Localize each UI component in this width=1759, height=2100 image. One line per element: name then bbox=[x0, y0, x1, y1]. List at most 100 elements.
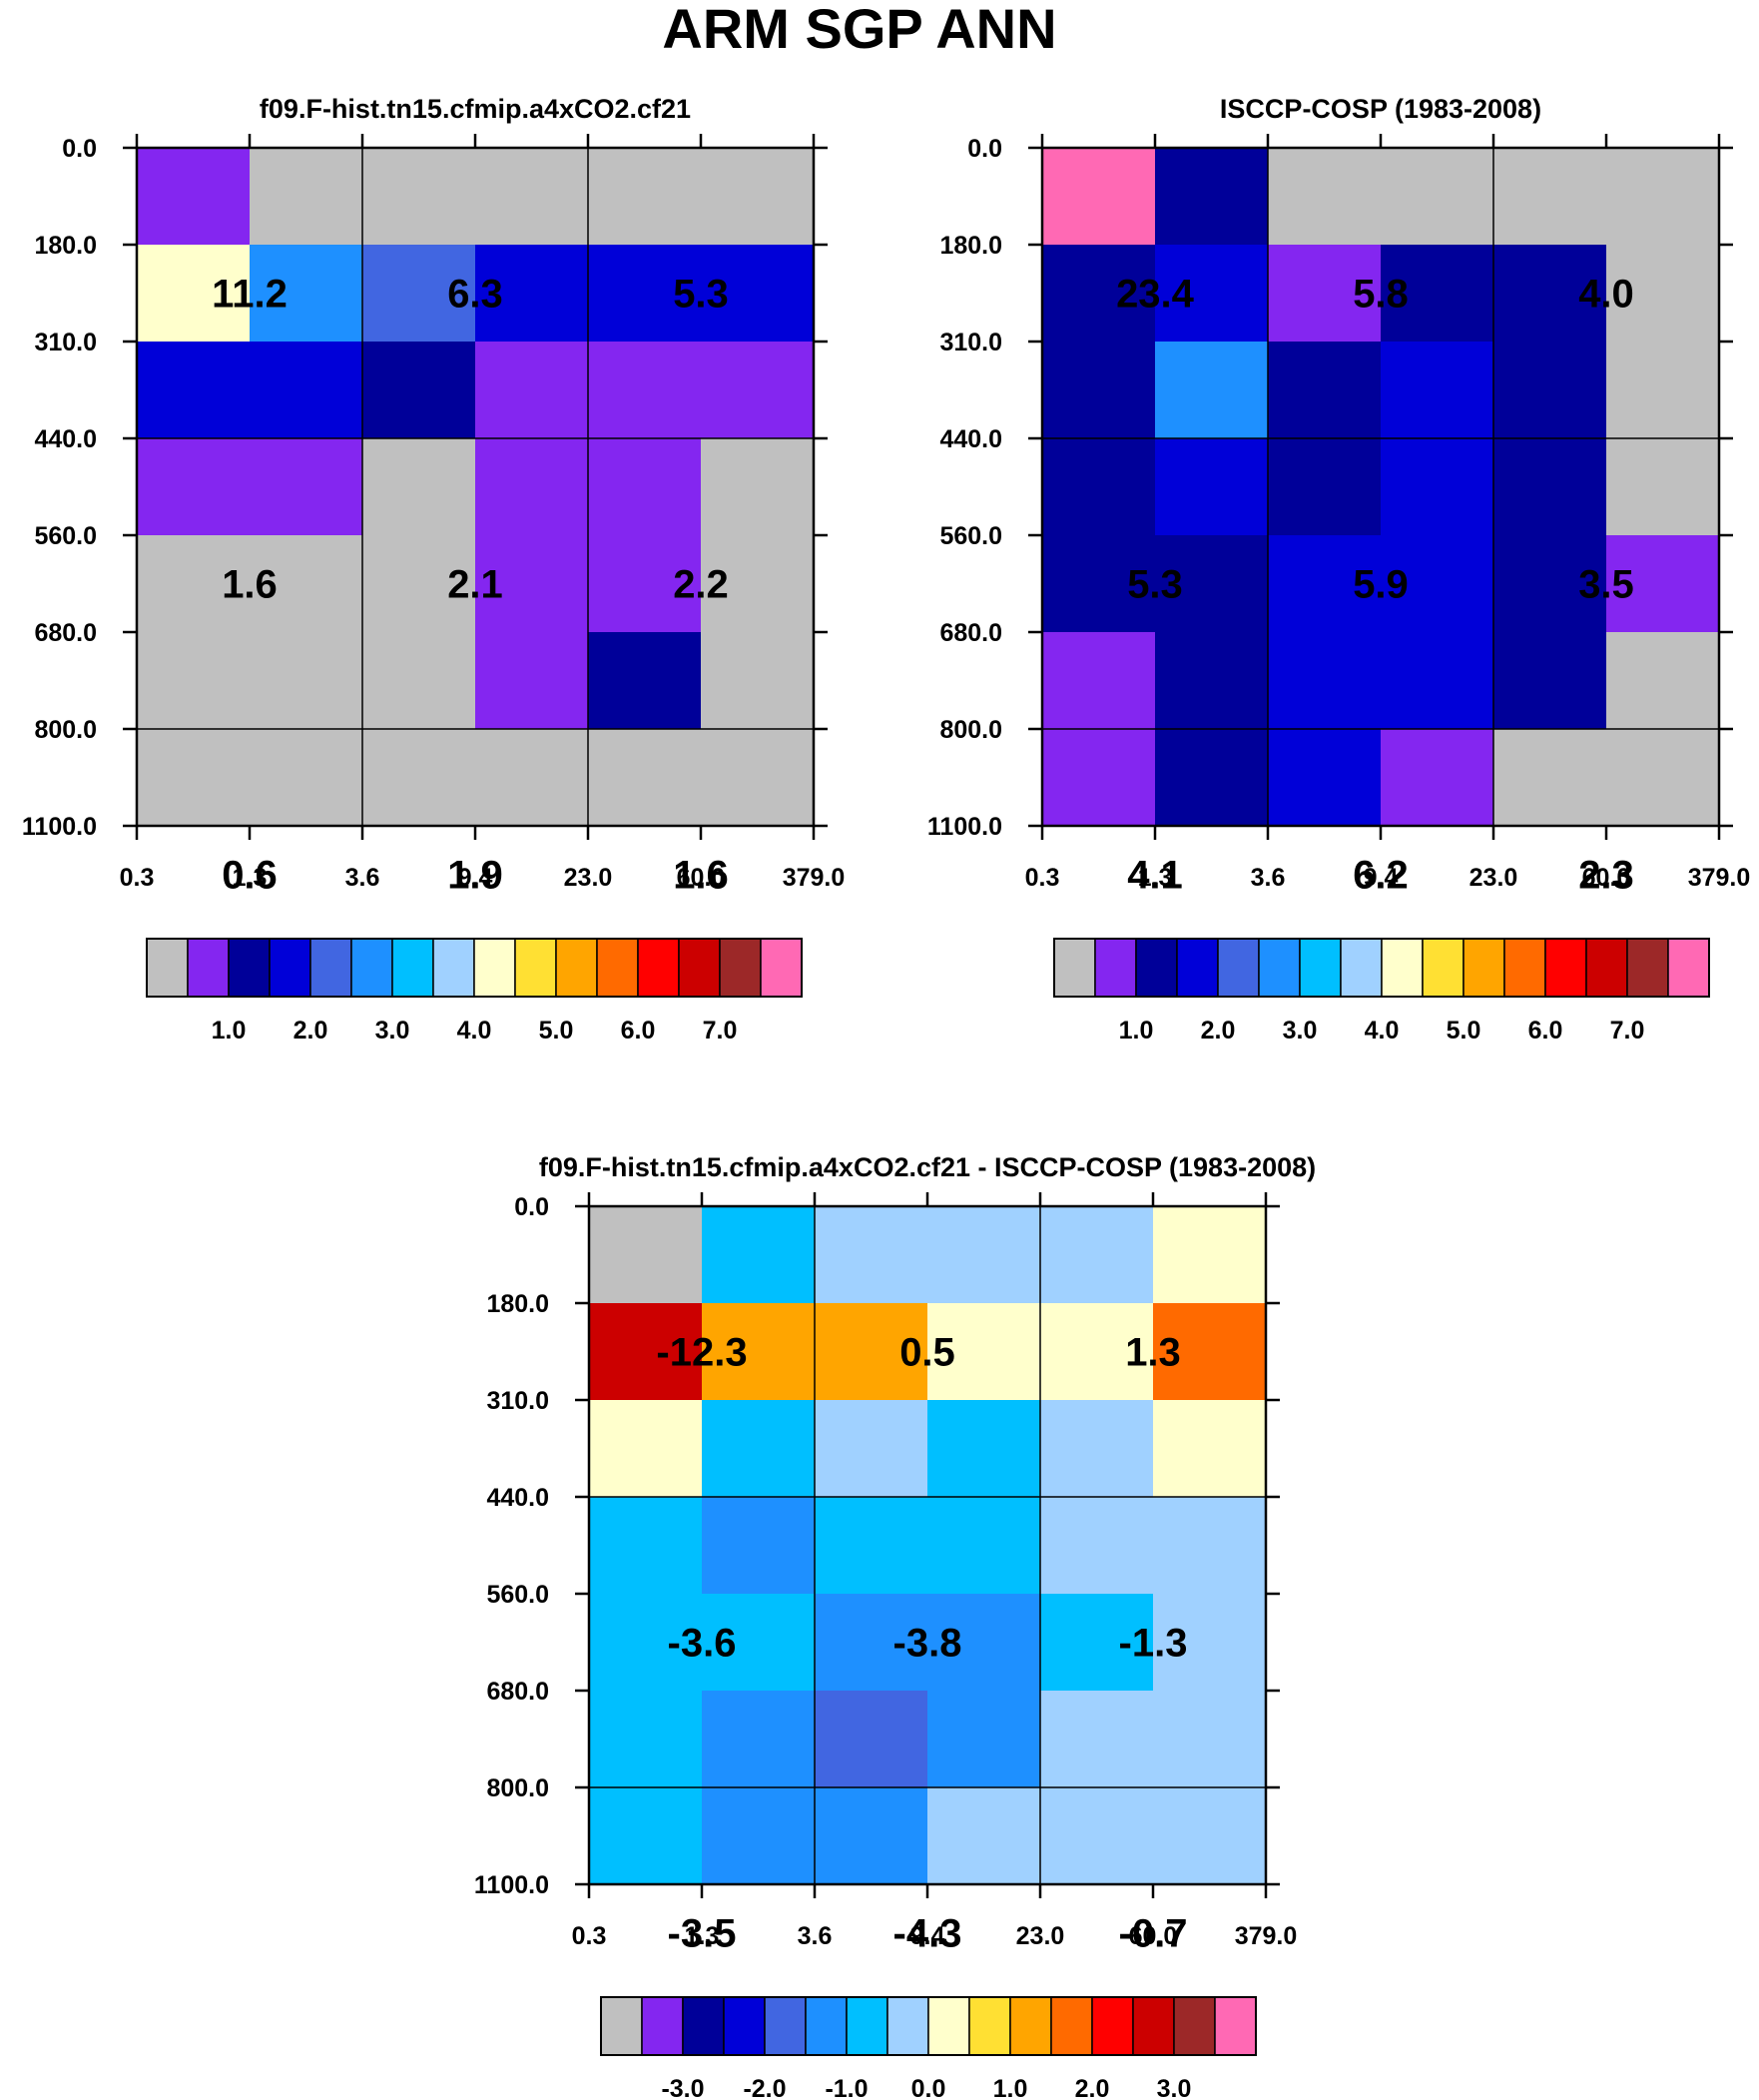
cell-value-label: 23.4 bbox=[1116, 273, 1195, 317]
colorbar-label: -1.0 bbox=[825, 2075, 868, 2100]
colorbar-label: 2.0 bbox=[1075, 2075, 1110, 2100]
y-tick-label: 800.0 bbox=[939, 716, 1002, 744]
cell-value-label: 6.3 bbox=[447, 273, 503, 317]
heatmap-cell bbox=[1153, 1400, 1267, 1498]
colorbar-swatch bbox=[600, 1996, 643, 2056]
page-title: ARM SGP ANN bbox=[662, 0, 1056, 60]
heatmap-cell bbox=[1381, 245, 1494, 343]
colorbar-swatch bbox=[146, 938, 189, 998]
heatmap-cell bbox=[702, 1594, 816, 1692]
colorbar-swatch bbox=[1340, 938, 1383, 998]
heatmap-cell bbox=[1606, 148, 1720, 246]
heatmap-cell bbox=[475, 148, 589, 246]
cell-value-label: 1.6 bbox=[673, 854, 729, 898]
colorbar-swatch bbox=[968, 1996, 1011, 2056]
heatmap-cell bbox=[1040, 1497, 1154, 1595]
cell-value-label: 5.8 bbox=[1353, 273, 1409, 317]
heatmap-cell bbox=[1040, 1787, 1154, 1885]
colorbar-label: 4.0 bbox=[457, 1017, 492, 1045]
colorbar-swatch bbox=[1173, 1996, 1216, 2056]
x-tick-label: 379.0 bbox=[783, 864, 846, 892]
heatmap-cell bbox=[1493, 342, 1607, 439]
y-tick-label: 0.0 bbox=[514, 1193, 549, 1221]
colorbar-swatch bbox=[309, 938, 352, 998]
cell-value-label: 2.2 bbox=[673, 563, 729, 607]
colorbar: 1.0 2.0 3.0 4.0 5.0 6.0 7.0 bbox=[146, 938, 803, 1045]
colorbar-label: 6.0 bbox=[1528, 1017, 1563, 1045]
heatmap-cell bbox=[927, 1206, 1041, 1304]
colorbar-label: 2.0 bbox=[293, 1017, 328, 1045]
colorbar-swatch bbox=[1009, 1996, 1052, 2056]
cell-value-label: 1.6 bbox=[222, 563, 278, 607]
heatmap-cell bbox=[362, 632, 476, 730]
heatmap-cell bbox=[1268, 632, 1382, 730]
x-tick-label: 0.3 bbox=[120, 864, 155, 892]
heatmap-cell bbox=[702, 1497, 816, 1595]
colorbar: 1.0 2.0 3.0 4.0 5.0 6.0 7.0 bbox=[1053, 938, 1710, 1045]
x-tick-label: 0.3 bbox=[1025, 864, 1060, 892]
heatmap-cell bbox=[1268, 245, 1382, 343]
heatmap-cell bbox=[1381, 632, 1494, 730]
colorbar-swatch bbox=[678, 938, 721, 998]
cell-value-label: 3.5 bbox=[1578, 563, 1634, 607]
heatmap-cell bbox=[702, 1206, 816, 1304]
cell-value-label: 4.0 bbox=[1578, 273, 1634, 317]
cell-value-label: -1.3 bbox=[1119, 1622, 1188, 1666]
heatmap-cell bbox=[589, 1594, 703, 1692]
y-tick-label: 310.0 bbox=[486, 1387, 549, 1415]
heatmap-cell bbox=[475, 535, 589, 633]
y-tick-label: 560.0 bbox=[939, 522, 1002, 550]
heatmap-cell bbox=[701, 729, 815, 827]
x-tick-label: 60.0 bbox=[1129, 1922, 1178, 1950]
y-tick-label: 180.0 bbox=[34, 232, 97, 260]
colorbar-swatch bbox=[596, 938, 639, 998]
colorbar-label: -2.0 bbox=[743, 2075, 786, 2100]
heatmap-cell bbox=[362, 148, 476, 246]
heatmap-cell bbox=[1493, 632, 1607, 730]
heatmap-cell bbox=[475, 632, 589, 730]
heatmap-cell bbox=[588, 535, 702, 633]
heatmap-cell bbox=[1268, 342, 1382, 439]
heatmap-cell bbox=[1153, 1691, 1267, 1788]
colorbar: -3.0 -2.0 -1.0 0.0 1.0 2.0 3.0 bbox=[600, 1996, 1257, 2100]
colorbar-label: 7.0 bbox=[1610, 1017, 1645, 1045]
colorbar-swatch bbox=[1135, 938, 1178, 998]
y-tick-label: 680.0 bbox=[34, 619, 97, 647]
colorbar-swatch bbox=[1176, 938, 1219, 998]
x-tick-label: 9.4 bbox=[1364, 864, 1399, 892]
cell-value-label: -3.6 bbox=[668, 1622, 737, 1666]
cell-value-label: 5.9 bbox=[1353, 563, 1409, 607]
x-tick-label: 9.4 bbox=[910, 1922, 945, 1950]
heatmap-cell bbox=[1040, 1594, 1154, 1692]
heatmap-cell bbox=[1155, 438, 1269, 536]
heatmap-cell bbox=[1606, 535, 1720, 633]
colorbar-swatch bbox=[719, 938, 762, 998]
heatmap-cell bbox=[1381, 729, 1494, 827]
colorbar-label: 1.0 bbox=[212, 1017, 247, 1045]
x-tick-label: 3.6 bbox=[1251, 864, 1286, 892]
heatmap-cell bbox=[1155, 342, 1269, 439]
heatmap-cell bbox=[1381, 342, 1494, 439]
colorbar-swatch bbox=[1217, 938, 1260, 998]
y-tick-label: 560.0 bbox=[486, 1581, 549, 1609]
x-tick-label: 3.6 bbox=[345, 864, 380, 892]
heatmap-cell bbox=[137, 729, 251, 827]
colorbar-label: 1.0 bbox=[993, 2075, 1028, 2100]
heatmap-cell bbox=[137, 148, 251, 246]
heatmap-cell bbox=[588, 342, 702, 439]
heatmap-cell bbox=[701, 245, 815, 343]
x-tick-label: 1.3 bbox=[233, 864, 268, 892]
heatmap-cell bbox=[588, 729, 702, 827]
heatmap-cell bbox=[927, 1691, 1041, 1788]
heatmap-cell bbox=[1155, 148, 1269, 246]
colorbar-swatch bbox=[1258, 938, 1301, 998]
colorbar-label: 7.0 bbox=[703, 1017, 738, 1045]
heatmap-cell bbox=[589, 1691, 703, 1788]
heatmap-cell bbox=[589, 1303, 703, 1401]
heatmap-cell bbox=[1042, 729, 1156, 827]
heatmap-cell bbox=[1381, 438, 1494, 536]
colorbar-swatch bbox=[1214, 1996, 1257, 2056]
colorbar-swatch bbox=[637, 938, 680, 998]
colorbar-swatch bbox=[228, 938, 271, 998]
